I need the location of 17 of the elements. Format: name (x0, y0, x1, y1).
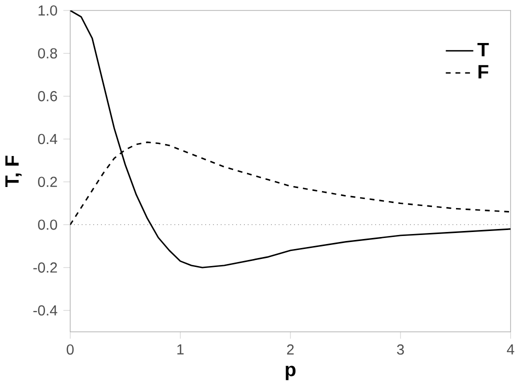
y-tick-label: 0.0 (38, 219, 58, 230)
legend-label: F (478, 64, 488, 78)
y-tick-label: 1.0 (38, 5, 58, 16)
x-tick-label: 3 (397, 344, 404, 354)
x-tick-label: 1 (177, 344, 184, 354)
x-tick-label: 4 (506, 344, 514, 354)
x-tick-label: 0 (66, 344, 74, 354)
y-tick-label: 0.4 (38, 134, 58, 144)
y-tick-label: -0.2 (33, 262, 57, 272)
legend-label: T (477, 42, 489, 56)
x-tick-label: 2 (287, 344, 294, 354)
y-axis-title: T, F (5, 156, 22, 187)
y-tick-label: 0.8 (38, 48, 58, 58)
y-tick-label: 0.2 (38, 176, 57, 187)
x-axis-title: p (286, 365, 296, 380)
y-tick-label: 0.6 (38, 90, 58, 102)
y-tick-label: -0.4 (33, 305, 58, 316)
